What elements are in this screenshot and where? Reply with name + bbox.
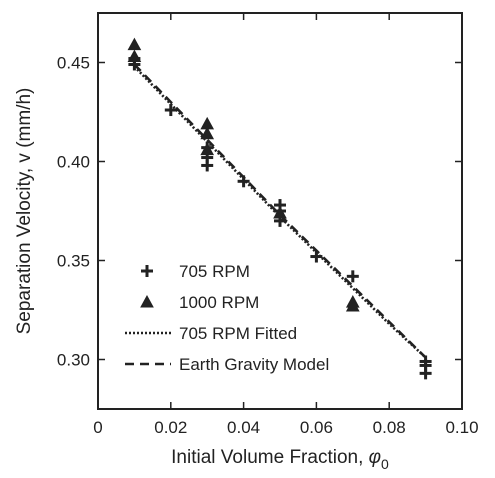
x-tick-label: 0.08: [373, 418, 406, 437]
data-point-1000rpm: [200, 142, 215, 156]
y-tick-label: 0.35: [57, 252, 90, 271]
data-point-705rpm: [164, 104, 177, 117]
tick-layer: 0 0.02 0.04 0.06 0.08 0.10 0.30 0.35 0.40 0.45: [57, 13, 479, 437]
data-point-705rpm: [310, 250, 323, 263]
data-point-1000rpm: [127, 49, 142, 63]
data-point-705rpm: [237, 175, 250, 188]
legend-item: Earth Gravity Model: [125, 355, 329, 374]
legend-label: 1000 RPM: [179, 293, 259, 312]
x-axis-label-text: Initial Volume Fraction,: [171, 447, 368, 468]
legend-item: 705 RPM: [141, 262, 250, 281]
data-point-1000rpm: [200, 126, 215, 140]
legend-symbol-triangle: [140, 294, 154, 308]
y-tick-label: 0.30: [57, 351, 90, 370]
legend-item: 705 RPM Fitted: [125, 324, 297, 343]
y-tick-label: 0.45: [57, 54, 90, 73]
x-tick-label: 0: [93, 418, 102, 437]
x-axis-label-symbol: φ: [369, 447, 381, 468]
legend-label: 705 RPM Fitted: [179, 324, 297, 343]
data-point-1000rpm: [273, 205, 287, 219]
plot-frame: [97, 12, 463, 410]
legend: 705 RPM 1000 RPM 705 RPM Fitted Earth Gravi…: [125, 262, 329, 374]
x-axis-label-subscript: 0: [381, 456, 389, 472]
data-point-705rpm: [419, 355, 432, 368]
series-layer: [127, 37, 432, 380]
data-point-1000rpm: [345, 295, 360, 308]
legend-label: 705 RPM: [179, 262, 250, 281]
legend-symbol-plus: [141, 265, 153, 277]
x-tick-label: 0.10: [445, 418, 478, 437]
data-point-705rpm: [346, 270, 359, 283]
x-tick-label: 0.02: [154, 418, 187, 437]
x-tick-label: 0.06: [300, 418, 333, 437]
earth-gravity-model-line: [133, 63, 427, 359]
data-point-1000rpm: [127, 37, 142, 51]
x-tick-label: 0.04: [227, 418, 260, 437]
y-tick-label: 0.40: [57, 153, 90, 172]
x-axis-label: Initial Volume Fraction, φ0: [171, 447, 389, 472]
y-axis-label: Separation Velocity, v (mm/h): [14, 88, 35, 335]
legend-item: 1000 RPM: [140, 293, 259, 312]
legend-label: Earth Gravity Model: [179, 355, 329, 374]
